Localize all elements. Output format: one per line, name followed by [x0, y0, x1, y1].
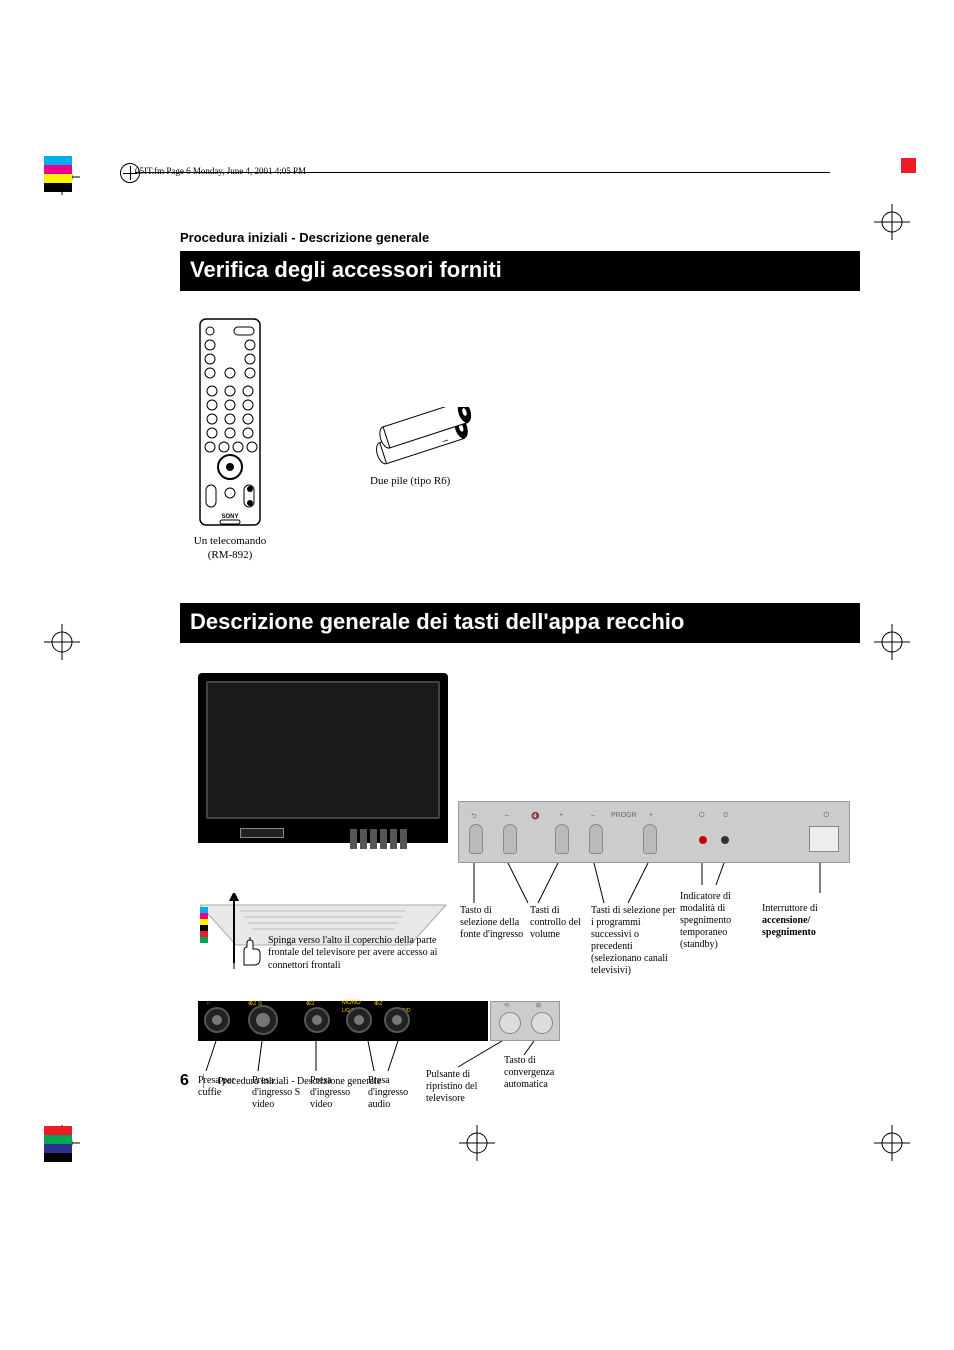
- audio-l-jack: [346, 1007, 372, 1033]
- tv-diagram: Spinga verso l'alto il coperchio della p…: [180, 673, 860, 1113]
- callout-standby: Indicatore di modalità di spegnimento te…: [680, 891, 760, 951]
- svg-text:SONY: SONY: [221, 514, 238, 520]
- callout-reset: Pulsante di ripristino del televisore: [426, 1069, 498, 1105]
- registration-mark-tr: [870, 200, 914, 244]
- section1-title: Verifica degli accessori forniti: [180, 251, 860, 291]
- remote-column: SONY Un telecomando (RM-892): [190, 317, 270, 563]
- reset-button: [499, 1012, 521, 1034]
- fp-input-icon: ⮌: [471, 812, 477, 823]
- fp-vol-icon: 🔇: [531, 812, 540, 820]
- section1-overline: Procedura iniziali - Descrizione general…: [180, 230, 860, 245]
- registration-mark-ml: [40, 620, 84, 664]
- hand-up-icon: [234, 937, 264, 967]
- footer-section: Procedura iniziali - Descrizione general…: [218, 1076, 381, 1087]
- fp-vol-plus-btn: [555, 824, 569, 854]
- callout-power-l1: Interruttore di: [762, 903, 818, 914]
- page-footer: 6 Procedura iniziali - Descrizione gener…: [180, 1072, 381, 1090]
- page-number: 6: [180, 1072, 189, 1090]
- battery-caption: Due pile (tipo R6): [370, 475, 480, 487]
- fp-standby-led: [699, 836, 707, 844]
- callout-power-l2: accensione/: [762, 915, 810, 926]
- connector-strip: ♫ ⊕2 S ⊕2 MONO L/G/S/I ⊕2 R/D/D/D: [198, 1001, 488, 1041]
- fp-timer-icon: ⏲: [723, 812, 728, 820]
- remote-caption-line1: Un telecomando: [190, 535, 270, 549]
- convergence-button: [531, 1012, 553, 1034]
- registration-mark-bc: [455, 1121, 499, 1165]
- conn-mono-lbl: MONO: [342, 1000, 361, 1006]
- fp-timer-led: [721, 836, 729, 844]
- callout-progr: Tasti di selezione per i programmi succe…: [591, 905, 677, 977]
- fp-standby-icon: ⏻: [699, 812, 705, 820]
- tv-grille: [350, 829, 407, 849]
- svideo-jack: [248, 1005, 278, 1035]
- conn-buttons: ⟲ ⊞: [490, 1001, 560, 1041]
- fp-vol-plus-lbl: +: [559, 812, 563, 819]
- registration-mark-br: [870, 1121, 914, 1165]
- fp-prog-minus-lbl: –: [591, 812, 595, 819]
- conn-a2-lbl: ⊕2: [374, 1000, 382, 1007]
- fp-prog-plus-lbl: +: [649, 812, 653, 819]
- section2: Descrizione generale dei tasti dell'appa…: [180, 603, 860, 1113]
- footer-separator: [203, 1074, 204, 1088]
- tv-screen: [206, 681, 440, 819]
- color-bars-bl: [44, 1126, 72, 1162]
- color-bars-tl: [44, 156, 72, 192]
- callout-power: Interruttore di accensione/ spegnimento: [762, 903, 848, 939]
- running-head: 05IT.fm Page 6 Monday, June 4, 2001 4:05…: [135, 172, 830, 183]
- color-swatch-tr: [901, 158, 916, 173]
- fp-power-icon: ⏻: [823, 812, 829, 820]
- video-jack: [304, 1007, 330, 1033]
- instruction-text: Spinga verso l'alto il coperchio della p…: [268, 935, 458, 973]
- battery-column: + – Due pile (tipo R6): [360, 407, 480, 487]
- callout-power-l3: spegnimento: [762, 927, 816, 938]
- battery-illustration: + –: [360, 407, 480, 467]
- section2-title: Descrizione generale dei tasti dell'appa…: [180, 603, 860, 643]
- fp-prog-plus-btn: [643, 824, 657, 854]
- remote-caption-line2: (RM-892): [190, 549, 270, 563]
- headphone-jack: [204, 1007, 230, 1033]
- fp-vol-minus-btn: [503, 824, 517, 854]
- fp-prog-minus-btn: [589, 824, 603, 854]
- accessories-row: SONY Un telecomando (RM-892) + –: [190, 317, 860, 563]
- callout-convergence: Tasto di convergenza automatica: [504, 1055, 580, 1091]
- front-panel-detail: ⮌ – 🔇 + – PROGR + ⏻ ⏲ ⏻: [458, 801, 850, 863]
- callout-volume: Tasti di controllo del volume: [530, 905, 590, 941]
- fp-progr-lbl: PROGR: [611, 812, 637, 819]
- registration-mark-mr: [870, 620, 914, 664]
- running-head-text: 05IT.fm Page 6 Monday, June 4, 2001 4:05…: [135, 166, 306, 176]
- conn-v-lbl: ⊕2: [306, 1000, 314, 1007]
- remote-illustration: SONY: [198, 317, 262, 527]
- fp-vol-minus-lbl: –: [505, 812, 509, 819]
- fp-power-switch: [809, 826, 839, 852]
- fp-input-btn: [469, 824, 483, 854]
- callout-input: Tasto di selezione della fonte d'ingress…: [460, 905, 526, 941]
- page-content: Procedura iniziali - Descrizione general…: [180, 230, 860, 1113]
- audio-r-jack: [384, 1007, 410, 1033]
- tv-front-controls: [240, 827, 440, 839]
